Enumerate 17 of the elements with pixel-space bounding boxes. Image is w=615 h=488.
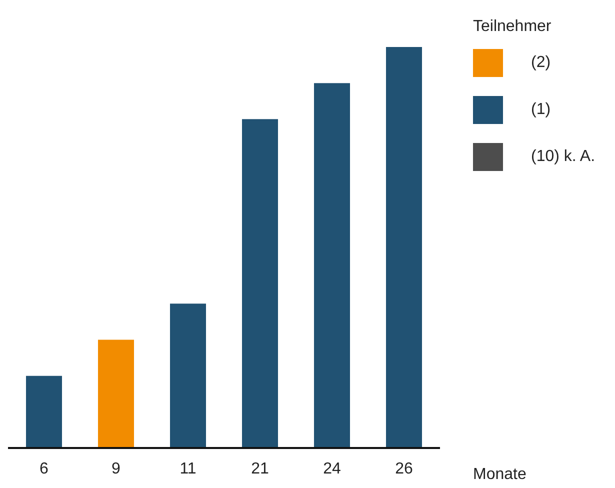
bar (314, 83, 350, 448)
bar (386, 47, 422, 448)
x-axis-title: Monate (473, 466, 526, 484)
bar (242, 119, 278, 448)
legend-label: (2) (531, 54, 551, 72)
legend-label: (1) (531, 101, 551, 119)
x-tick-label: 9 (112, 460, 121, 478)
x-tick-label: 6 (40, 460, 49, 478)
legend-title: Teilnehmer (473, 18, 552, 36)
x-tick-label: 26 (395, 460, 413, 478)
bar (170, 304, 206, 448)
x-tick-label: 24 (323, 460, 341, 478)
bar (26, 376, 62, 448)
x-tick-label: 11 (180, 460, 196, 478)
legend-label: (10) k. A. (531, 148, 596, 166)
bar (98, 340, 134, 448)
x-tick-label: 21 (251, 460, 269, 478)
